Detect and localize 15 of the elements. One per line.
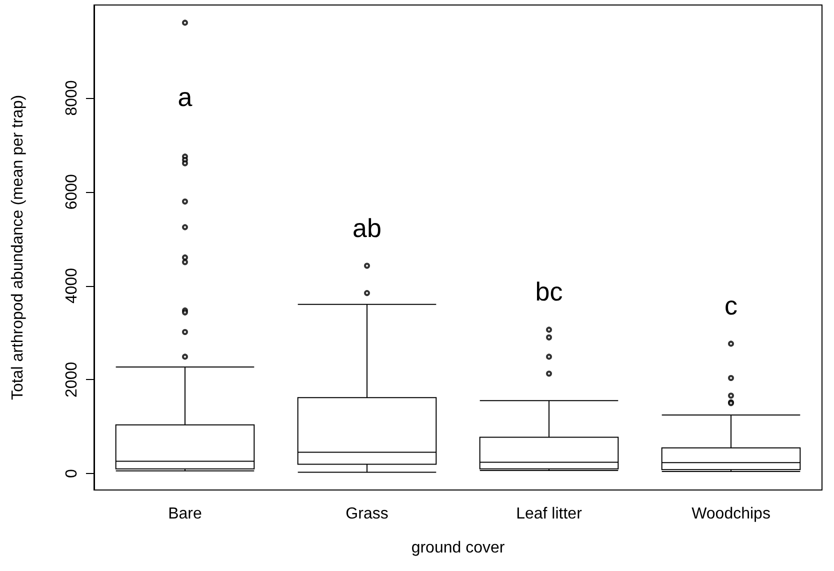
y-tick-label: 2000 (64, 362, 80, 398)
x-axis-title: ground cover (411, 540, 506, 556)
annotation: a (178, 82, 193, 112)
x-tick-label: Bare (168, 506, 202, 522)
annotation: bc (535, 276, 563, 307)
x-tick-label: Woodchips (692, 506, 770, 522)
y-tick-label: 4000 (64, 268, 80, 304)
x-tick-label: Leaf litter (516, 506, 583, 522)
y-tick-label: 6000 (64, 174, 80, 210)
y-tick-label: 0 (64, 469, 80, 478)
annotation: ab (352, 212, 382, 243)
annotation: c (724, 290, 738, 321)
x-tick-label: Grass (346, 506, 388, 522)
y-tick-label: 8000 (64, 80, 80, 116)
y-axis-title: Total arthropod abundance (mean per trap) (10, 94, 26, 400)
